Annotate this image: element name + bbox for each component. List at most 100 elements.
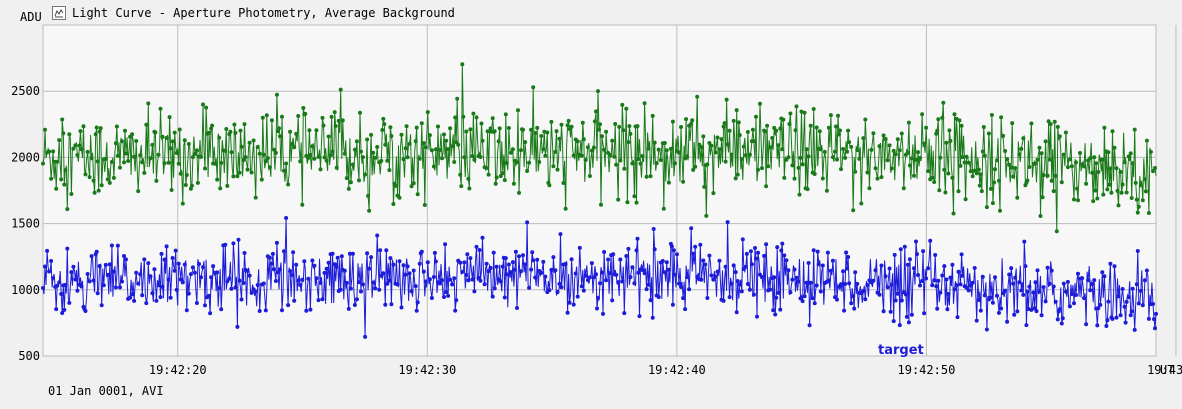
data-point — [1060, 316, 1065, 321]
data-point — [635, 124, 640, 129]
data-point — [1035, 157, 1040, 162]
data-point — [958, 163, 963, 168]
data-point — [600, 270, 604, 275]
data-point — [1072, 197, 1076, 202]
data-point — [642, 101, 647, 106]
data-point — [974, 318, 979, 323]
data-point — [992, 180, 996, 185]
data-point — [1120, 287, 1125, 291]
data-point — [109, 243, 114, 248]
data-point — [844, 250, 849, 255]
data-point — [859, 201, 864, 206]
data-point — [601, 311, 605, 316]
data-point — [828, 268, 833, 273]
data-point — [322, 155, 327, 160]
data-point — [806, 261, 811, 265]
data-point — [891, 319, 896, 324]
data-point — [711, 277, 716, 282]
data-point — [543, 274, 548, 279]
data-point — [640, 268, 645, 272]
data-point — [169, 188, 174, 192]
data-point — [271, 267, 276, 272]
data-point — [335, 255, 340, 260]
data-point — [178, 171, 183, 176]
data-point — [63, 282, 68, 287]
data-point — [1104, 324, 1109, 328]
data-point — [233, 285, 238, 290]
data-point — [725, 142, 730, 147]
data-point — [979, 189, 984, 194]
data-point — [431, 275, 436, 279]
data-point — [916, 273, 920, 277]
data-point — [452, 160, 457, 164]
data-point — [207, 293, 212, 298]
data-point — [455, 96, 460, 101]
data-point — [793, 128, 798, 133]
data-point — [664, 148, 669, 153]
data-point — [608, 153, 613, 157]
data-point — [627, 124, 632, 129]
data-point — [893, 152, 898, 157]
data-point — [166, 277, 171, 282]
data-point — [1013, 166, 1018, 170]
data-point — [788, 290, 793, 295]
data-point — [792, 267, 797, 272]
data-point — [988, 186, 993, 191]
data-point — [839, 282, 843, 287]
data-point — [1015, 195, 1020, 200]
data-point — [906, 320, 911, 325]
data-point — [739, 157, 744, 162]
data-point — [387, 278, 392, 283]
data-point — [754, 256, 758, 261]
data-point — [530, 250, 535, 255]
data-point — [871, 278, 876, 283]
data-point — [845, 266, 850, 271]
data-point — [818, 147, 823, 152]
data-point — [172, 268, 177, 273]
data-point — [122, 254, 126, 258]
data-point — [729, 281, 734, 286]
data-point — [1128, 313, 1133, 318]
data-point — [438, 281, 442, 286]
data-point — [371, 280, 376, 285]
data-point — [203, 303, 207, 308]
data-point — [822, 149, 827, 154]
data-point — [940, 115, 945, 120]
chart-icon[interactable] — [52, 6, 66, 20]
data-point — [903, 292, 908, 297]
data-point — [937, 188, 942, 193]
data-point — [545, 130, 550, 135]
data-point — [1026, 307, 1031, 311]
data-point — [1039, 151, 1044, 156]
data-point — [626, 246, 631, 251]
data-point — [855, 281, 860, 286]
data-point — [553, 149, 558, 154]
data-point — [596, 89, 600, 94]
data-point — [452, 276, 457, 281]
data-point — [951, 211, 956, 216]
data-point — [223, 148, 228, 153]
data-point — [306, 155, 311, 160]
data-point — [393, 183, 398, 188]
data-point — [423, 279, 428, 284]
data-point — [691, 251, 696, 256]
data-point — [675, 252, 679, 257]
data-point — [662, 141, 667, 145]
data-point — [257, 151, 262, 156]
data-point — [909, 156, 914, 161]
data-point — [1106, 299, 1111, 304]
data-point — [492, 286, 497, 291]
data-point — [474, 244, 479, 249]
data-point — [839, 167, 843, 172]
data-point — [935, 306, 940, 311]
data-point — [407, 141, 412, 146]
data-point — [454, 298, 459, 303]
data-point — [1138, 183, 1143, 188]
data-point — [762, 253, 767, 258]
data-point — [934, 284, 939, 289]
data-point — [433, 147, 438, 152]
data-point — [879, 263, 884, 268]
data-point — [909, 312, 914, 317]
data-point — [754, 114, 758, 119]
data-point — [123, 128, 127, 133]
